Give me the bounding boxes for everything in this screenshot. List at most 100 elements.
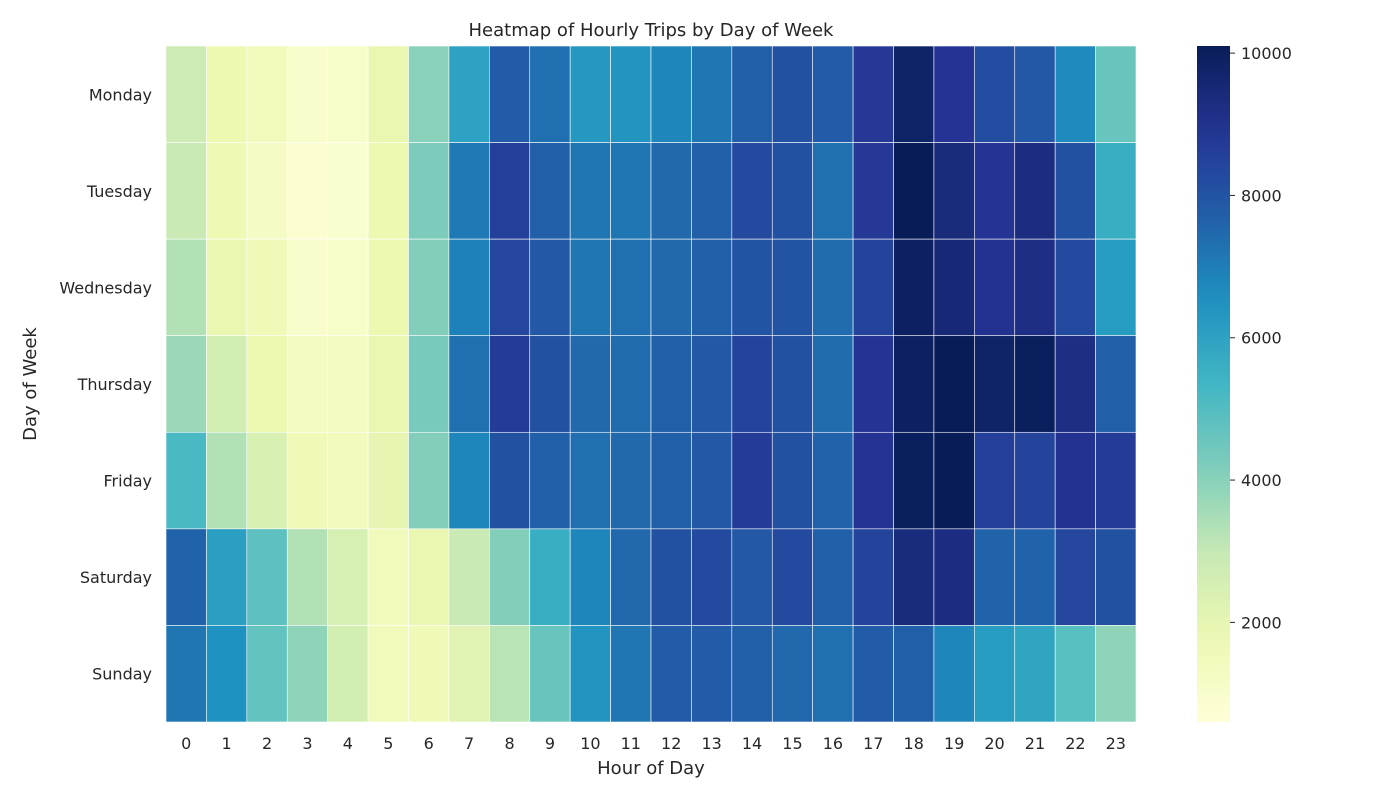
heatmap-cell bbox=[286, 528, 328, 626]
heatmap-cell bbox=[286, 238, 328, 337]
heatmap-cell bbox=[893, 431, 935, 530]
heatmap-cell bbox=[1014, 238, 1056, 337]
heatmap-cell bbox=[448, 528, 490, 626]
heatmap-cell bbox=[1095, 45, 1137, 143]
heatmap-cell bbox=[852, 625, 894, 723]
heatmap-cell bbox=[933, 431, 975, 530]
heatmap-cell bbox=[206, 238, 248, 337]
chart-title: Heatmap of Hourly Trips by Day of Week bbox=[469, 20, 835, 41]
heatmap-cell bbox=[327, 45, 369, 143]
heatmap-cell bbox=[165, 431, 207, 530]
heatmap-cell bbox=[691, 335, 733, 433]
heatmap-cell bbox=[893, 238, 935, 337]
x-tick-label: 12 bbox=[661, 734, 681, 753]
heatmap-cell bbox=[1095, 142, 1137, 240]
heatmap-cell bbox=[933, 528, 975, 626]
heatmap-cell bbox=[650, 238, 692, 337]
heatmap-cell bbox=[408, 431, 450, 530]
heatmap-cell bbox=[691, 238, 733, 337]
heatmap-cell bbox=[489, 335, 531, 433]
heatmap-cell bbox=[610, 45, 652, 143]
colorbar-tick-label: 10000 bbox=[1241, 44, 1292, 63]
heatmap-cell bbox=[206, 528, 248, 626]
y-tick-label: Friday bbox=[104, 472, 153, 491]
x-tick-label: 1 bbox=[222, 734, 232, 753]
heatmap-cell bbox=[286, 335, 328, 433]
x-tick-label: 10 bbox=[580, 734, 600, 753]
colorbar-tick-label: 4000 bbox=[1241, 471, 1282, 490]
heatmap-cell bbox=[246, 625, 288, 723]
x-tick-label: 8 bbox=[504, 734, 514, 753]
heatmap-cell bbox=[852, 142, 894, 240]
heatmap-cell bbox=[529, 528, 571, 626]
heatmap-cell bbox=[569, 528, 611, 626]
heatmap-cell bbox=[489, 238, 531, 337]
heatmap-cell bbox=[691, 45, 733, 143]
heatmap-cell bbox=[974, 142, 1016, 240]
colorbar-ticks: 2000 4000 6000 8000 10000 bbox=[1230, 44, 1292, 632]
colorbar-tick-label: 6000 bbox=[1241, 329, 1282, 348]
heatmap-cell bbox=[812, 431, 854, 530]
heatmap-cell bbox=[893, 528, 935, 626]
heatmap-cell bbox=[448, 45, 490, 143]
heatmap-cell bbox=[489, 142, 531, 240]
heatmap-cell bbox=[893, 625, 935, 723]
heatmap-cell bbox=[246, 238, 288, 337]
heatmap-cell bbox=[1054, 431, 1096, 530]
heatmap-cell bbox=[1095, 625, 1137, 723]
heatmap-cell bbox=[367, 431, 409, 530]
heatmap-cell bbox=[206, 142, 248, 240]
heatmap-cell bbox=[731, 45, 773, 143]
heatmap-cell bbox=[286, 45, 328, 143]
heatmap-cell bbox=[1054, 335, 1096, 433]
colorbar-tick-label: 8000 bbox=[1241, 186, 1282, 205]
heatmap-cell bbox=[691, 142, 733, 240]
y-axis-title: Day of Week bbox=[20, 327, 41, 441]
heatmap-cell bbox=[933, 238, 975, 337]
heatmap-cell bbox=[367, 625, 409, 723]
heatmap-cell bbox=[812, 528, 854, 626]
x-tick-label: 19 bbox=[944, 734, 964, 753]
heatmap-cell bbox=[812, 142, 854, 240]
heatmap-cell bbox=[529, 238, 571, 337]
heatmap-cell bbox=[1054, 142, 1096, 240]
heatmap-cell bbox=[448, 142, 490, 240]
heatmap-cell bbox=[610, 238, 652, 337]
heatmap-cell bbox=[771, 142, 813, 240]
heatmap-cell bbox=[327, 238, 369, 337]
heatmap-cell bbox=[893, 142, 935, 240]
heatmap-cell bbox=[246, 431, 288, 530]
heatmap-cell bbox=[529, 142, 571, 240]
heatmap-cell bbox=[731, 528, 773, 626]
x-tick-label: 22 bbox=[1065, 734, 1085, 753]
x-tick-label: 18 bbox=[904, 734, 924, 753]
heatmap-cell bbox=[852, 45, 894, 143]
heatmap-cell bbox=[367, 335, 409, 433]
heatmap-cell bbox=[529, 335, 571, 433]
x-tick-label: 5 bbox=[383, 734, 393, 753]
y-tick-label: Saturday bbox=[80, 568, 152, 587]
x-tick-label: 4 bbox=[343, 734, 353, 753]
heatmap-cell bbox=[408, 625, 450, 723]
heatmap-cell bbox=[206, 431, 248, 530]
heatmap-cell bbox=[1095, 238, 1137, 337]
y-tick-label: Thursday bbox=[77, 375, 152, 394]
heatmap-cell bbox=[974, 528, 1016, 626]
heatmap-cell bbox=[610, 625, 652, 723]
heatmap-cell bbox=[408, 528, 450, 626]
heatmap-cell bbox=[974, 238, 1016, 337]
heatmap-cell bbox=[448, 238, 490, 337]
x-tick-label: 14 bbox=[742, 734, 762, 753]
heatmap-cell bbox=[650, 142, 692, 240]
heatmap-cell bbox=[1054, 45, 1096, 143]
heatmap-cell bbox=[165, 142, 207, 240]
heatmap-cell bbox=[812, 625, 854, 723]
heatmap-cell bbox=[286, 625, 328, 723]
heatmap-cell bbox=[327, 528, 369, 626]
heatmap-cell bbox=[206, 45, 248, 143]
heatmap-cell bbox=[1014, 431, 1056, 530]
heatmap-cell bbox=[610, 335, 652, 433]
x-tick-label: 17 bbox=[863, 734, 883, 753]
heatmap-cell bbox=[731, 625, 773, 723]
